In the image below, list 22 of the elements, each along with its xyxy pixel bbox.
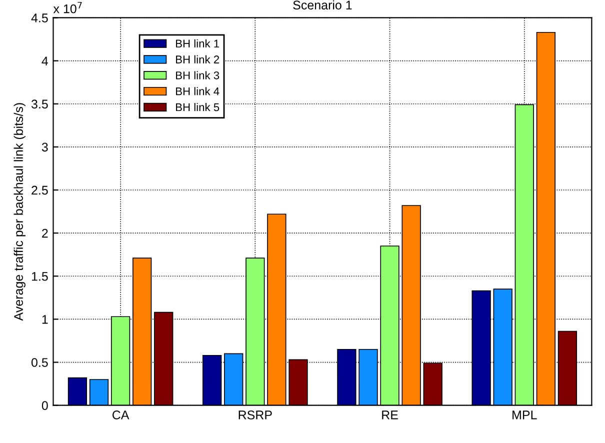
legend-label: BH link 5 [176,103,220,112]
text: x 10$^{7}$ [53,2,82,14]
y-tick-label: 1 [42,315,48,324]
y-axis-title: Average traffic per backhaul link (bits/s) [14,103,26,321]
y-tick-label: 4.5 [31,14,48,22]
legend-label: BH link 4 [176,87,220,96]
y-tick-label: 3.5 [31,100,48,109]
legend-label: BH link 1 [176,39,220,48]
chart-title: Scenario 1 [293,0,352,10]
x-tick-label: RE [382,410,398,420]
y-tick-label: 0 [42,401,48,410]
x-tick-label: RSRP [238,410,272,420]
legend-label: BH link 3 [176,71,220,80]
x-tick-label: CA [112,410,130,420]
legend-label: BH link 2 [176,55,220,64]
y-tick-label: 2.5 [32,186,48,195]
y-tick-label: 4 [42,56,48,66]
y-tick-label: 3 [42,142,48,152]
y-tick-label: 0.5 [31,358,48,367]
y-tick-label: 1.5 [32,272,48,281]
x-tick-label: MPL [512,410,537,420]
y-tick-label: 2 [42,228,48,238]
